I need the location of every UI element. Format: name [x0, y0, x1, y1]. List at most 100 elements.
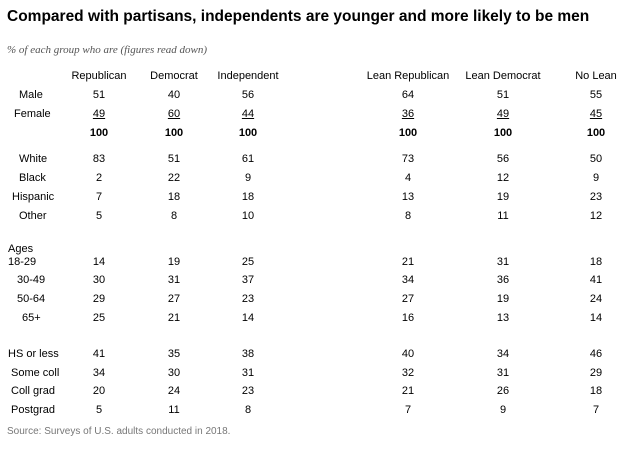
table-cell: 31 — [496, 367, 510, 379]
column-header: Democrat — [150, 70, 198, 82]
table-cell: 30 — [167, 367, 181, 379]
table-cell: 21 — [401, 385, 415, 397]
chart-subtitle: % of each group who are (figures read do… — [7, 44, 208, 56]
table-cell: 36 — [496, 274, 510, 286]
table-cell: 45 — [589, 108, 603, 120]
table-cell: 36 — [401, 108, 415, 120]
table-cell: 7 — [95, 191, 103, 203]
table-cell: 27 — [167, 293, 181, 305]
total-cell: 100 — [493, 127, 513, 139]
table-cell: 21 — [167, 312, 181, 324]
table-cell: 10 — [241, 210, 255, 222]
table-cell: 56 — [241, 89, 255, 101]
column-header: Lean Democrat — [465, 70, 541, 82]
table-cell: 55 — [589, 89, 603, 101]
table-cell: 23 — [241, 293, 255, 305]
table-cell: 34 — [496, 348, 510, 360]
row-label: Some coll — [11, 367, 60, 379]
table-cell: 38 — [241, 348, 255, 360]
table-cell: 51 — [167, 153, 181, 165]
table-cell: 24 — [167, 385, 181, 397]
table-cell: 18 — [167, 191, 181, 203]
table-cell: 21 — [401, 256, 415, 268]
table-cell: 29 — [589, 367, 603, 379]
table-cell: 25 — [92, 312, 106, 324]
table-cell: 5 — [95, 210, 103, 222]
table-cell: 11 — [497, 210, 509, 222]
row-label: Coll grad — [11, 385, 56, 397]
table-cell: 7 — [404, 404, 412, 416]
table-cell: 5 — [95, 404, 103, 416]
table-cell: 32 — [401, 367, 415, 379]
table-cell: 60 — [167, 108, 181, 120]
total-cell: 100 — [238, 127, 258, 139]
total-cell: 100 — [398, 127, 418, 139]
row-label: Female — [14, 108, 51, 120]
column-header: No Lean — [575, 70, 617, 82]
table-cell: 30 — [92, 274, 106, 286]
table-cell: 14 — [241, 312, 255, 324]
row-label: Male — [19, 89, 43, 101]
row-label: 50-64 — [17, 293, 46, 305]
row-label: 30-49 — [17, 274, 46, 286]
table-cell: 29 — [92, 293, 106, 305]
table-cell: 40 — [401, 348, 415, 360]
table-cell: 11 — [168, 404, 180, 416]
table-cell: 51 — [92, 89, 106, 101]
table-cell: 9 — [244, 172, 252, 184]
column-header: Lean Republican — [366, 70, 450, 82]
table-cell: 73 — [401, 153, 415, 165]
table-cell: 35 — [167, 348, 181, 360]
table-cell: 18 — [589, 385, 603, 397]
table-cell: 25 — [241, 256, 255, 268]
row-label: Hispanic — [12, 191, 55, 203]
table-cell: 41 — [92, 348, 106, 360]
table-cell: 18 — [241, 191, 255, 203]
row-label: 65+ — [22, 312, 41, 324]
total-cell: 100 — [164, 127, 184, 139]
table-cell: 22 — [167, 172, 181, 184]
table-cell: 9 — [592, 172, 600, 184]
row-label: 18-29 — [8, 256, 37, 268]
chart-title: Compared with partisans, independents ar… — [7, 8, 590, 25]
table-cell: 13 — [496, 312, 510, 324]
table-cell: 2 — [95, 172, 103, 184]
table-cell: 9 — [499, 404, 507, 416]
row-label: Postgrad — [11, 404, 56, 416]
table-cell: 34 — [92, 367, 106, 379]
source-note: Source: Surveys of U.S. adults conducted… — [7, 426, 231, 437]
table-cell: 44 — [241, 108, 255, 120]
table-cell: 18 — [589, 256, 603, 268]
table-cell: 20 — [92, 385, 106, 397]
table-cell: 49 — [496, 108, 510, 120]
total-cell: 100 — [586, 127, 606, 139]
table-cell: 12 — [496, 172, 510, 184]
table-cell: 13 — [401, 191, 415, 203]
table-cell: 40 — [167, 89, 181, 101]
table-cell: 31 — [496, 256, 510, 268]
table-cell: 56 — [496, 153, 510, 165]
total-cell: 100 — [89, 127, 109, 139]
table-cell: 34 — [401, 274, 415, 286]
table-cell: 31 — [241, 367, 255, 379]
table-cell: 50 — [589, 153, 603, 165]
table-cell: 23 — [241, 385, 255, 397]
table-cell: 49 — [92, 108, 106, 120]
table-cell: 8 — [170, 210, 178, 222]
row-label: HS or less — [8, 348, 59, 360]
table-cell: 16 — [401, 312, 415, 324]
table-cell: 51 — [496, 89, 510, 101]
table-cell: 46 — [589, 348, 603, 360]
table-cell: 4 — [404, 172, 412, 184]
table-cell: 12 — [589, 210, 603, 222]
table-cell: 14 — [589, 312, 603, 324]
table-cell: 61 — [241, 153, 255, 165]
table-cell: 24 — [589, 293, 603, 305]
table-cell: 7 — [592, 404, 600, 416]
table-cell: 31 — [167, 274, 181, 286]
table-cell: 64 — [401, 89, 415, 101]
section-heading: Ages — [8, 243, 34, 255]
column-header: Republican — [71, 70, 127, 82]
table-cell: 14 — [92, 256, 106, 268]
table-cell: 19 — [496, 191, 510, 203]
